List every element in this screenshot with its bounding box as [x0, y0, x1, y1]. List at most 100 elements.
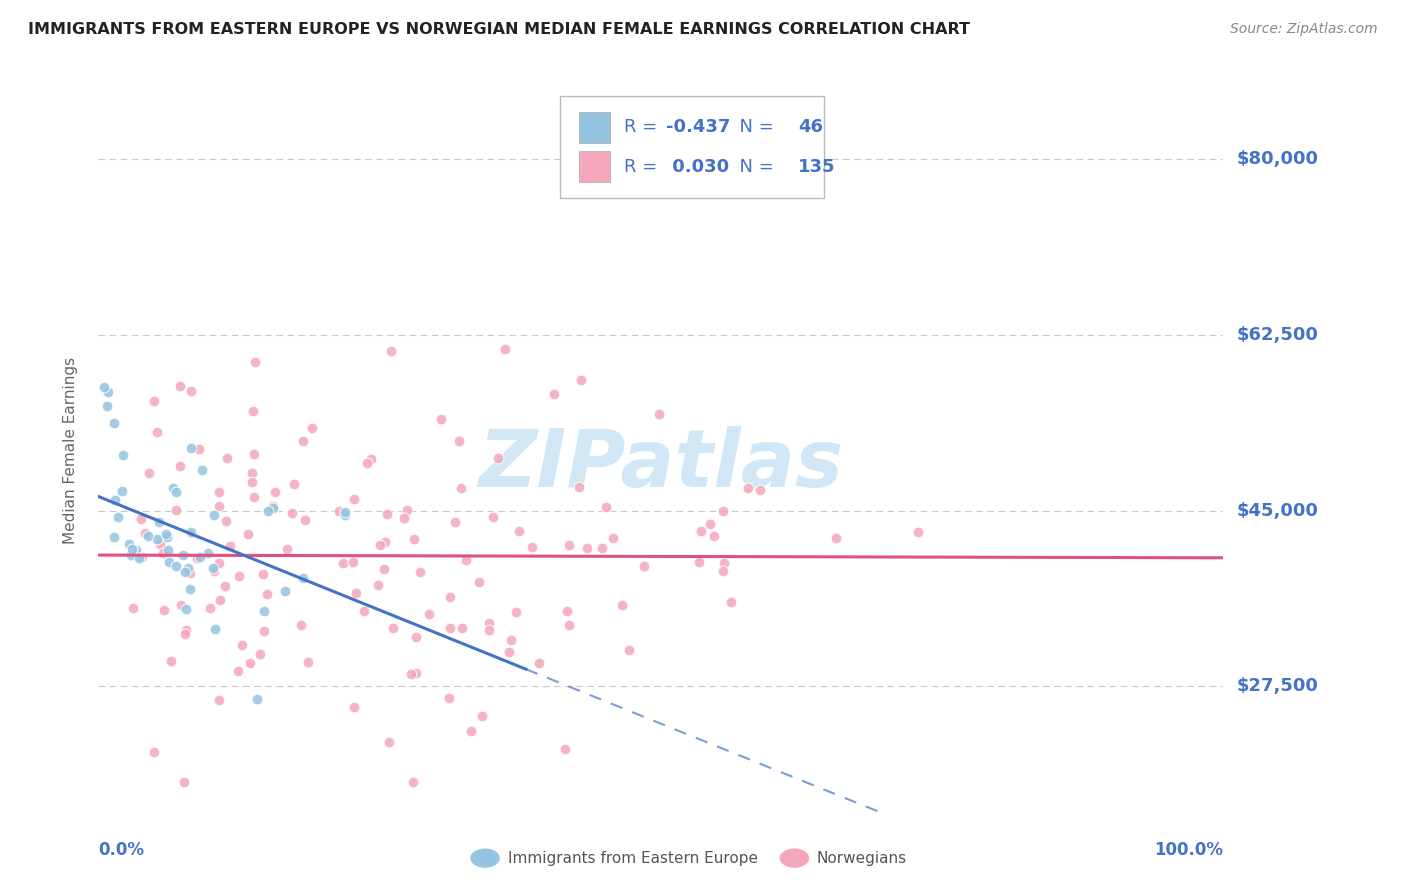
Point [165, 559, 187, 574]
Point [159, 655, 181, 669]
Text: R =: R = [624, 158, 662, 176]
Point [737, 482, 759, 496]
Point [749, 483, 772, 497]
Point [208, 485, 231, 500]
Point [360, 451, 382, 466]
Point [703, 529, 725, 543]
FancyBboxPatch shape [560, 96, 824, 198]
Point [381, 621, 404, 635]
Point [494, 342, 516, 356]
Point [165, 485, 187, 500]
Point [169, 379, 191, 393]
Bar [579, 112, 610, 143]
Point [173, 626, 195, 640]
Point [454, 553, 477, 567]
Point [253, 604, 276, 618]
Point [240, 466, 263, 480]
Point [219, 539, 242, 553]
Point [367, 578, 389, 592]
Point [343, 492, 366, 507]
Point [439, 621, 461, 635]
Text: $62,500: $62,500 [1237, 326, 1319, 344]
Point [148, 516, 170, 530]
Point [198, 601, 221, 615]
Point [449, 434, 471, 448]
Point [375, 507, 398, 521]
Point [134, 525, 156, 540]
Point [129, 512, 152, 526]
Point [380, 343, 402, 358]
Text: -0.437: -0.437 [666, 119, 731, 136]
Point [527, 656, 550, 670]
Point [186, 550, 208, 565]
Point [215, 450, 238, 465]
Point [174, 623, 197, 637]
Y-axis label: Median Female Earnings: Median Female Earnings [63, 357, 77, 544]
Point [713, 556, 735, 570]
Point [392, 511, 415, 525]
Point [228, 568, 250, 582]
Point [602, 531, 624, 545]
Point [290, 618, 312, 632]
Point [180, 384, 202, 399]
Point [262, 501, 284, 516]
Point [408, 565, 430, 579]
Point [648, 407, 671, 421]
Point [128, 550, 150, 565]
Point [142, 393, 165, 408]
Point [430, 412, 453, 426]
Point [165, 503, 187, 517]
Text: Source: ZipAtlas.com: Source: ZipAtlas.com [1230, 22, 1378, 37]
Point [208, 693, 231, 707]
Point [104, 492, 127, 507]
Point [505, 606, 527, 620]
Point [328, 504, 350, 518]
Point [107, 510, 129, 524]
Point [610, 599, 633, 613]
Point [121, 541, 143, 556]
Point [555, 605, 578, 619]
Point [243, 447, 266, 461]
Point [239, 656, 262, 670]
Point [595, 500, 617, 514]
Point [508, 524, 530, 539]
Point [378, 734, 401, 748]
Point [405, 665, 427, 680]
Point [404, 533, 426, 547]
Point [699, 516, 721, 531]
Point [283, 477, 305, 491]
Text: 0.0%: 0.0% [98, 840, 145, 859]
Point [373, 562, 395, 576]
Point [188, 550, 211, 565]
Point [215, 514, 238, 528]
Text: 46: 46 [799, 119, 823, 136]
Point [353, 604, 375, 618]
Point [170, 598, 193, 612]
Point [333, 508, 356, 522]
Point [342, 699, 364, 714]
Point [243, 490, 266, 504]
Point [444, 515, 467, 529]
Point [468, 574, 491, 589]
Point [554, 742, 576, 756]
Bar [579, 152, 610, 182]
Point [155, 527, 177, 541]
Point [208, 499, 231, 513]
Point [201, 560, 224, 574]
Point [138, 467, 160, 481]
Point [498, 645, 520, 659]
Point [131, 550, 153, 565]
Point [155, 530, 177, 544]
Point [335, 505, 357, 519]
Text: ZIPatlas: ZIPatlas [478, 425, 844, 504]
Point [202, 508, 225, 522]
Point [157, 529, 180, 543]
Point [121, 548, 143, 562]
Point [243, 355, 266, 369]
Point [689, 524, 711, 539]
Point [157, 555, 180, 569]
Point [478, 615, 501, 630]
Point [374, 535, 396, 549]
Point [437, 690, 460, 705]
Point [242, 404, 264, 418]
